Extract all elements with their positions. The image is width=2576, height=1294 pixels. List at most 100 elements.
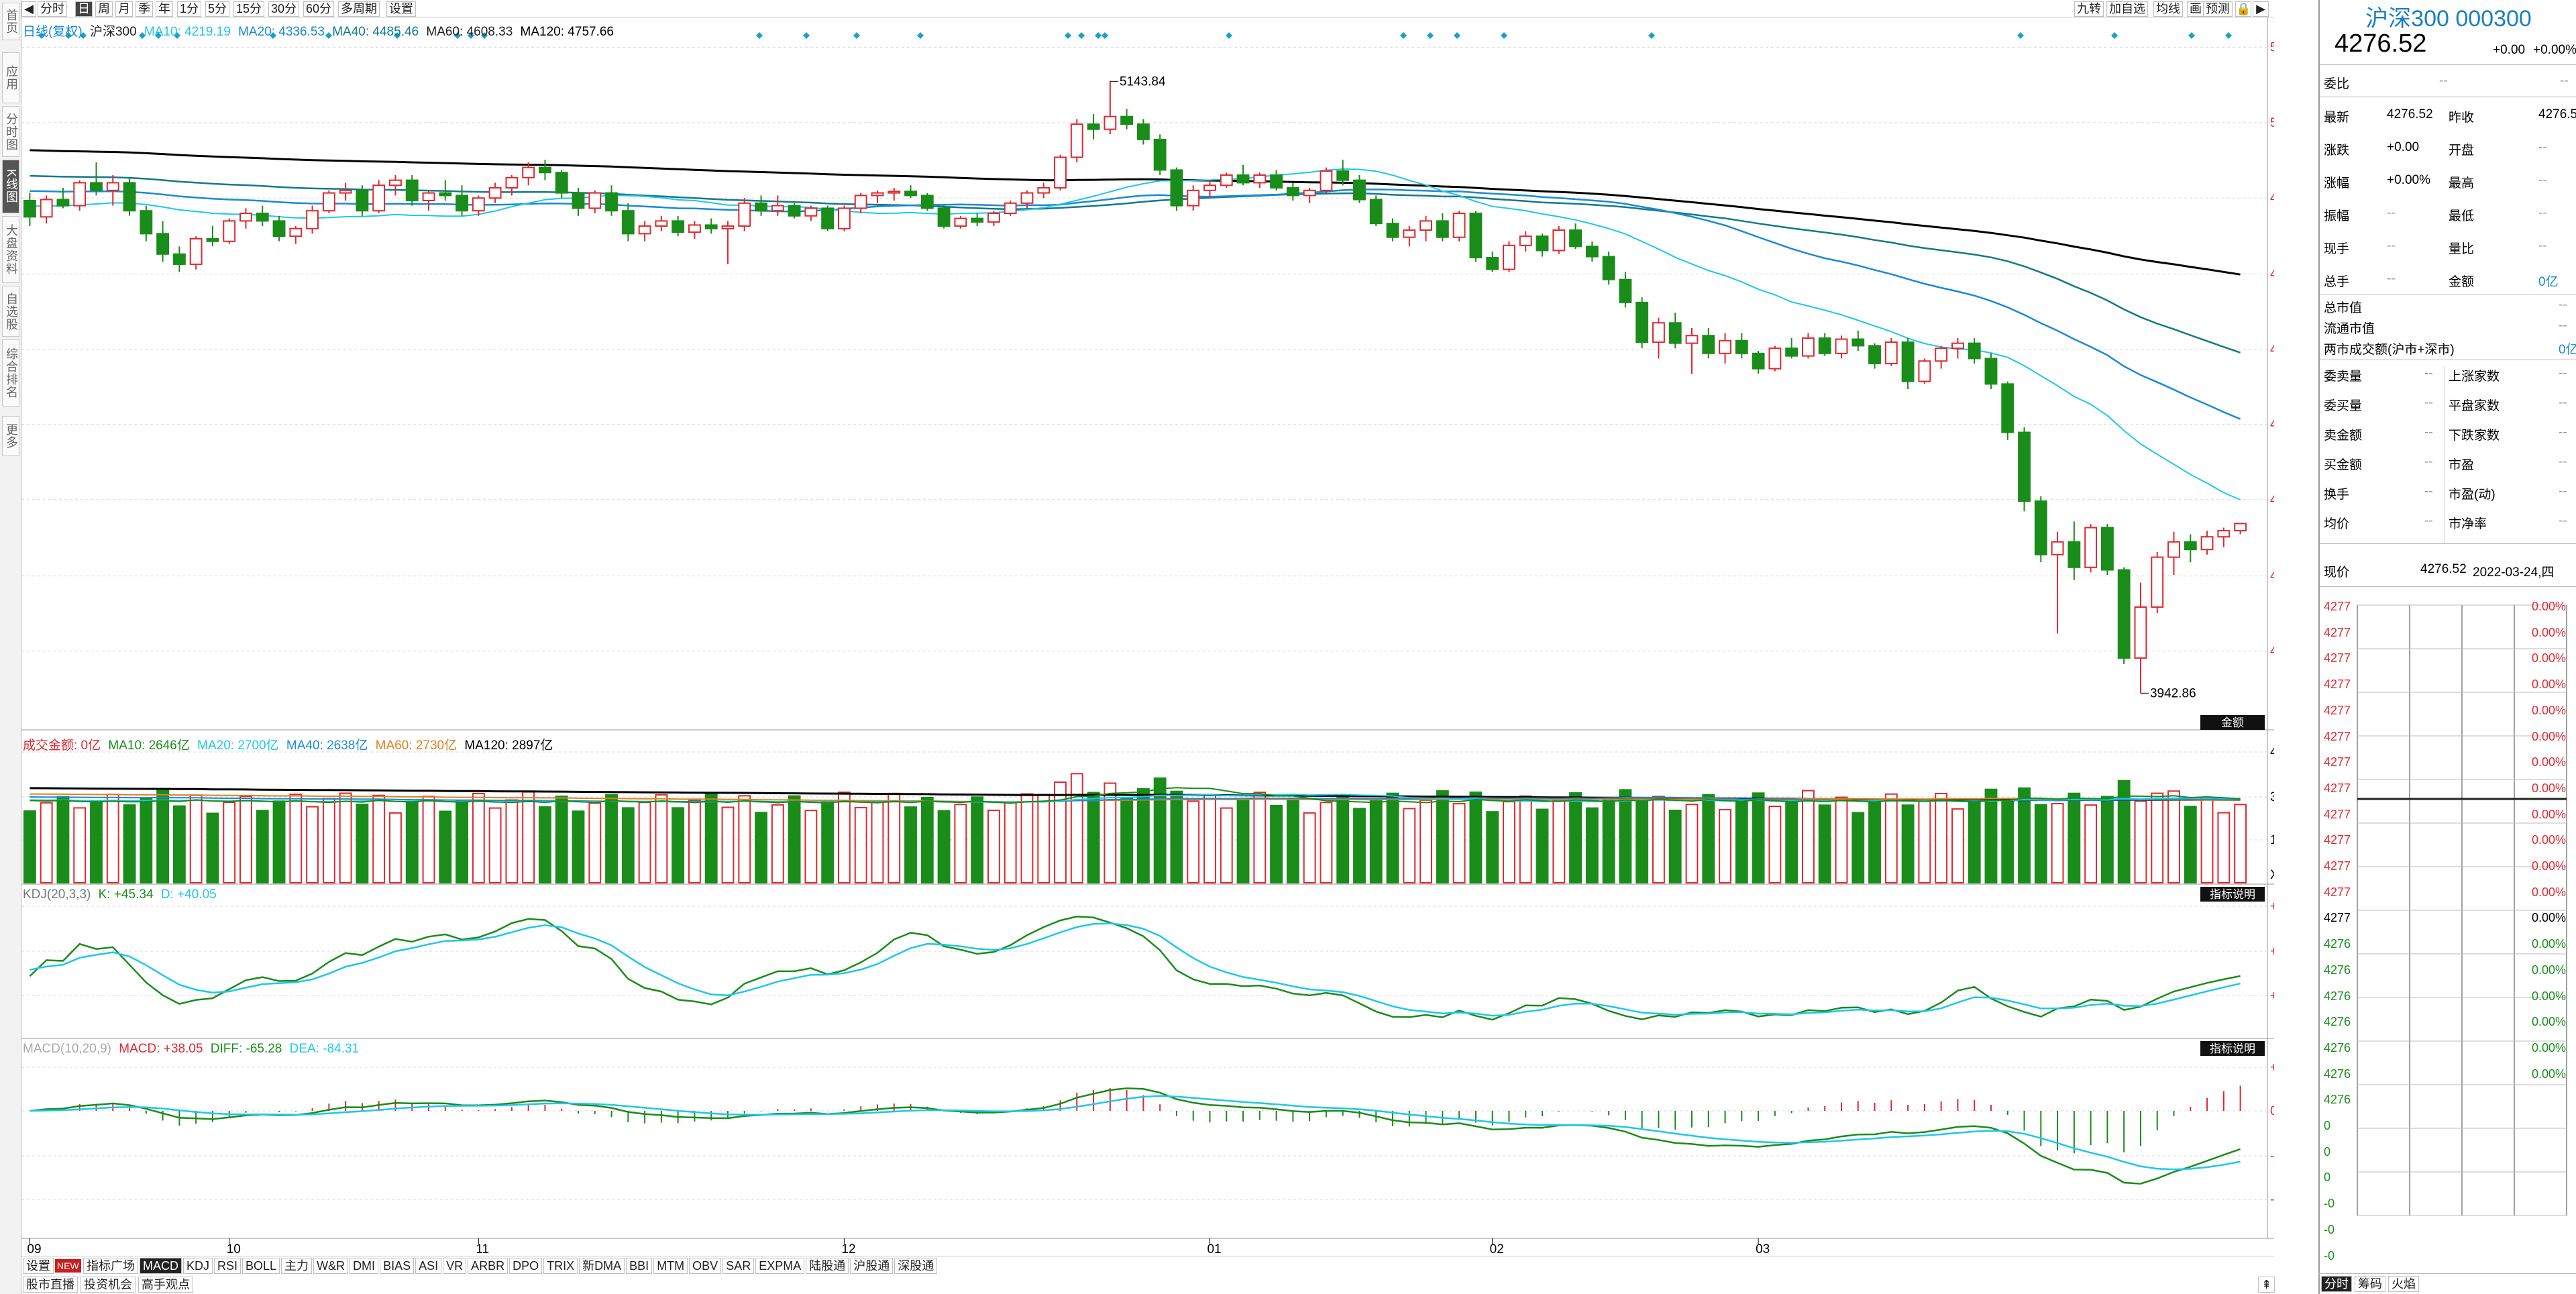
period-quarter[interactable]: 季: [136, 1, 153, 17]
tool-jiuzhuan[interactable]: 九转: [2074, 1, 2104, 17]
sidenav-home[interactable]: 首页: [2, 3, 19, 40]
period-1min[interactable]: 1分: [177, 1, 202, 17]
sidenav-market-info[interactable]: 大盘资料: [2, 216, 19, 283]
period-settings[interactable]: 设置: [386, 1, 416, 17]
period-week[interactable]: 周: [95, 1, 113, 17]
bottom-link-0[interactable]: 股市直播: [23, 1277, 78, 1293]
indicator-tab-8[interactable]: DMI: [350, 1258, 379, 1274]
period-month[interactable]: 月: [115, 1, 133, 17]
indicator-tab-0[interactable]: 设置: [23, 1258, 54, 1274]
quote-label: 总手: [2324, 275, 2350, 289]
macd-legend-dea: DEA: -84.31: [289, 1042, 360, 1056]
volume-bar: [2217, 812, 2231, 883]
candle-body: [439, 192, 452, 197]
indicator-tab-18[interactable]: OBV: [689, 1258, 722, 1274]
depth-label: 卖金额: [2324, 429, 2363, 443]
indicator-tab-5[interactable]: BOLL: [242, 1258, 280, 1274]
volume-bar: [140, 797, 153, 884]
volume-bar: [1469, 791, 1483, 884]
vol-tick-label: 1600: [2270, 833, 2274, 847]
volume-bar: [1486, 811, 1499, 883]
candle-body: [888, 191, 901, 194]
indicator-tab-16[interactable]: BBI: [626, 1258, 653, 1274]
period-60min[interactable]: 60分: [303, 1, 335, 17]
indicator-tab-15[interactable]: 新DMA: [579, 1258, 625, 1274]
macd-tick-label: -85.78: [2270, 1193, 2274, 1207]
indicator-tab-6[interactable]: 主力: [281, 1258, 313, 1274]
indicator-tab-1[interactable]: 指标广场: [83, 1258, 138, 1274]
candle-body: [2200, 536, 2214, 551]
sidenav-watchlist[interactable]: 自选股: [2, 286, 19, 337]
tool-add-watchlist[interactable]: 加自选: [2106, 1, 2148, 17]
bottom-link-2[interactable]: 高手观点: [138, 1277, 193, 1293]
period-30min[interactable]: 30分: [268, 1, 300, 17]
volume-bar: [621, 807, 635, 884]
expand-icon[interactable]: ⇞: [2258, 1277, 2275, 1293]
volume-bar: [1452, 803, 1466, 883]
candle-body: [172, 253, 186, 265]
indicator-tab-9[interactable]: BIAS: [380, 1258, 415, 1274]
macd-tick-label: -42.38: [2270, 1149, 2274, 1163]
period-year[interactable]: 年: [156, 1, 173, 17]
period-timeshare[interactable]: 分时: [38, 1, 67, 17]
sidenav-more[interactable]: 更多: [2, 416, 19, 456]
mini-price-label: 4277: [2324, 703, 2351, 717]
indicator-tab-10[interactable]: ASI: [415, 1258, 442, 1274]
right-tab-2[interactable]: 火焰: [2388, 1276, 2419, 1292]
volume-bar: [1968, 798, 1981, 884]
candle-body: [1286, 187, 1299, 197]
tool-ma[interactable]: 均线: [2153, 1, 2183, 17]
indicator-tab-21[interactable]: 陆股通: [806, 1258, 849, 1274]
toolbar: ◀ 分时 日 周 月 季 年 1分 5分 15分 30分 60分 多周期 设置 …: [21, 0, 2274, 17]
right-tab-1[interactable]: 筹码: [2355, 1276, 2385, 1292]
tool-draw[interactable]: 画: [2187, 1, 2204, 17]
volume-bar: [1984, 788, 1998, 883]
lock-icon[interactable]: 🔒: [2235, 1, 2251, 17]
indicator-tab-2[interactable]: MACD: [140, 1258, 182, 1274]
volume-bar: [1685, 804, 1699, 883]
sidenav-apps[interactable]: 应用: [2, 52, 19, 103]
candle-body: [1236, 174, 1250, 184]
sidenav-kline[interactable]: K线图: [2, 160, 19, 213]
candle-body: [1785, 347, 1799, 357]
indicator-tab-12[interactable]: ARBR: [468, 1258, 508, 1274]
candle-body: [937, 207, 951, 227]
indicator-tab-22[interactable]: 沪股通: [850, 1258, 894, 1274]
period-5min[interactable]: 5分: [205, 1, 230, 17]
indicator-tab-14[interactable]: TRIX: [543, 1258, 578, 1274]
tool-forecast[interactable]: 预测: [2203, 1, 2233, 17]
period-multi[interactable]: 多周期: [338, 1, 380, 17]
indicator-tab-17[interactable]: MTM: [653, 1258, 688, 1274]
candle-body: [206, 237, 219, 242]
indicator-tab-19[interactable]: SAR: [722, 1258, 755, 1274]
macd-legend: MACD(10,20,9) MACD: +38.05 DIFF: -65.28 …: [23, 1042, 359, 1057]
sidenav-timeshare[interactable]: 分时图: [2, 106, 19, 157]
indicator-tab-7[interactable]: W&R: [313, 1258, 349, 1274]
chart-canvas[interactable]: 5211 5063 4915 4766 4618 4471 4323 4173 4026 5143…: [21, 17, 2274, 1256]
right-tab-0[interactable]: 分时: [2321, 1276, 2352, 1292]
volume-bar: [937, 810, 951, 883]
candle-body: [1635, 301, 1649, 343]
volume-bar: [339, 792, 352, 883]
volume-bar: [289, 794, 303, 883]
period-15min[interactable]: 15分: [233, 1, 265, 17]
chevron-right-icon[interactable]: ▶: [2253, 1, 2269, 17]
period-day[interactable]: 日: [75, 1, 93, 17]
quote-value: +0.00%: [2387, 173, 2430, 187]
volume-bar: [2034, 804, 2047, 883]
mini-timeshare[interactable]: 4277 4277 4277 4277 4277 4277 4277 4277 4277 4277…: [2318, 598, 2576, 1288]
indicator-tab-4[interactable]: RSI: [214, 1258, 241, 1274]
candle-body: [672, 220, 685, 233]
indicator-tab-23[interactable]: 深股通: [894, 1258, 938, 1274]
indicator-tab-11[interactable]: VR: [443, 1258, 467, 1274]
indicator-tab-13[interactable]: DPO: [509, 1258, 543, 1274]
volume-bar: [1785, 800, 1799, 883]
event-diamond-icon: [1095, 32, 1102, 39]
sidenav-ranking[interactable]: 综合排名: [2, 339, 19, 407]
kline-chart-area[interactable]: 5211 5063 4915 4766 4618 4471 4323 4173 4026 5143…: [21, 17, 2274, 1256]
indicator-tab-20[interactable]: EXPMA: [755, 1258, 805, 1274]
bottom-link-1[interactable]: 投资机会: [80, 1277, 136, 1293]
candle-body: [821, 207, 835, 229]
nav-arrow-icon[interactable]: ◀: [21, 1, 36, 17]
indicator-tab-3[interactable]: KDJ: [183, 1258, 213, 1274]
